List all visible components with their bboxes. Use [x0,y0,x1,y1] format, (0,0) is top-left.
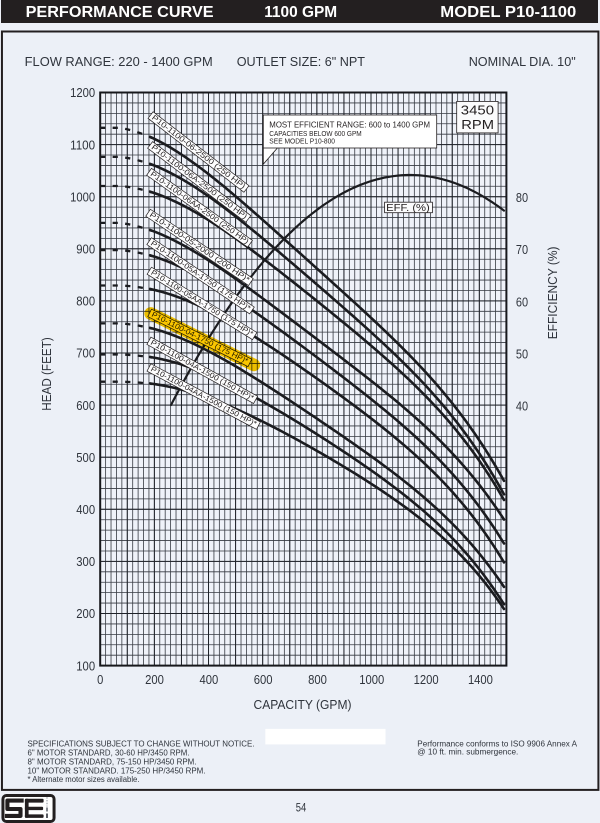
svg-text:1200: 1200 [414,672,439,687]
svg-text:1200: 1200 [70,85,95,100]
svg-text:10" MOTOR STANDARD. 175-250 HP: 10" MOTOR STANDARD. 175-250 HP/3450 RPM. [28,767,206,776]
svg-text:FLOW RANGE: 220 - 1400 GPM: FLOW RANGE: 220 - 1400 GPM [25,54,213,69]
svg-text:100: 100 [76,658,95,673]
svg-text:60: 60 [516,294,528,309]
svg-text:MOST EFFICIENT RANGE: 600 to 1: MOST EFFICIENT RANGE: 600 to 1400 GPM [269,121,430,130]
svg-text:SPECIFICATIONS SUBJECT TO CHAN: SPECIFICATIONS SUBJECT TO CHANGE WITHOUT… [28,739,255,748]
svg-text:CAPACITY (GPM): CAPACITY (GPM) [254,697,352,712]
svg-text:1100: 1100 [70,137,95,152]
svg-text:EFFICIENCY (%): EFFICIENCY (%) [545,247,560,340]
svg-text:50: 50 [516,346,528,361]
svg-text:70: 70 [516,242,528,257]
svg-text:1400: 1400 [468,672,493,687]
svg-text:RPM: RPM [461,117,494,132]
svg-text:SEE MODEL P10-800: SEE MODEL P10-800 [269,137,335,146]
svg-text:600: 600 [254,672,273,687]
svg-text:OUTLET SIZE: 6" NPT: OUTLET SIZE: 6" NPT [237,54,365,69]
svg-text:40: 40 [516,398,528,413]
svg-text:NOMINAL DIA. 10": NOMINAL DIA. 10" [469,54,576,69]
svg-text:3450: 3450 [461,102,494,117]
svg-text:1000: 1000 [70,189,95,204]
svg-text:@ 10 ft. min. submergence.: @ 10 ft. min. submergence. [417,748,518,757]
svg-text:1000: 1000 [359,672,384,687]
svg-text:500: 500 [76,450,95,465]
svg-text:800: 800 [308,672,327,687]
svg-text:80: 80 [516,190,528,205]
svg-text:400: 400 [199,672,218,687]
svg-text:700: 700 [76,346,95,361]
svg-text:8" MOTOR STANDARD, 75-150 HP/3: 8" MOTOR STANDARD, 75-150 HP/3450 RPM. [28,758,197,767]
svg-text:200: 200 [145,672,164,687]
svg-text:* Alternate motor sizes availa: * Alternate motor sizes available. [28,775,140,784]
svg-text:54: 54 [296,800,307,814]
svg-text:400: 400 [76,502,95,517]
svg-text:0: 0 [97,672,103,687]
svg-text:300: 300 [76,554,95,569]
svg-text:PERFORMANCE CURVE: PERFORMANCE CURVE [26,4,214,21]
svg-text:HEAD (FEET): HEAD (FEET) [39,337,54,411]
svg-text:Performance conforms to ISO 99: Performance conforms to ISO 9906 Annex A [417,740,577,749]
svg-text:800: 800 [76,294,95,309]
svg-text:6" MOTOR STANDARD, 30-60 HP/34: 6" MOTOR STANDARD, 30-60 HP/3450 RPM. [28,749,190,758]
svg-text:900: 900 [76,241,95,256]
svg-text:600: 600 [76,398,95,413]
svg-text:EFF. (%): EFF. (%) [386,203,430,214]
svg-text:1100 GPM: 1100 GPM [264,4,337,21]
svg-text:MODEL P10-1100: MODEL P10-1100 [440,4,576,21]
svg-text:200: 200 [76,606,95,621]
svg-text:CAPACITIES BELOW 600 GPM: CAPACITIES BELOW 600 GPM [269,129,361,138]
